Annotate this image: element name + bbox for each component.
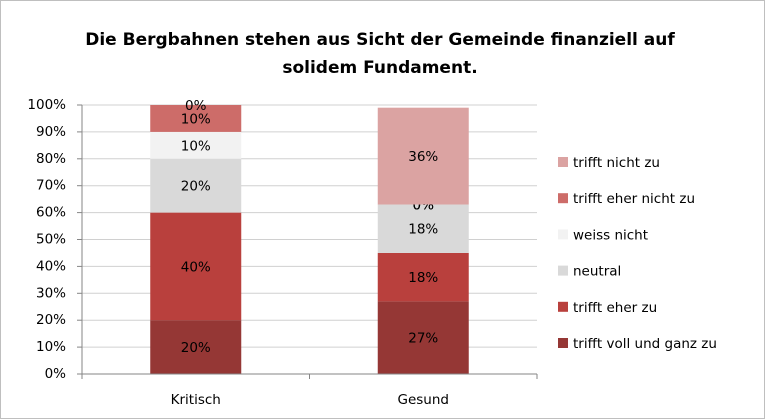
bar-segment bbox=[150, 105, 242, 132]
legend-swatch bbox=[558, 229, 568, 240]
y-tick-label: 50% bbox=[36, 232, 66, 248]
legend-label: trifft eher nicht zu bbox=[573, 191, 695, 207]
y-tick-label: 10% bbox=[36, 339, 66, 355]
data-label: 20% bbox=[181, 340, 211, 356]
legend-swatch bbox=[558, 157, 568, 167]
legend-label: trifft eher zu bbox=[573, 300, 657, 316]
y-tick-label: 0% bbox=[45, 366, 67, 382]
bar-segment bbox=[377, 252, 469, 302]
y-tick-label: 90% bbox=[36, 124, 66, 140]
bar-segment bbox=[150, 212, 242, 321]
legend-swatch bbox=[558, 265, 568, 276]
legend-swatch bbox=[558, 193, 568, 204]
y-tick-label: 20% bbox=[36, 312, 66, 328]
data-label: 20% bbox=[181, 179, 211, 195]
legend-label: weiss nicht bbox=[573, 227, 648, 243]
bar-segment bbox=[150, 131, 242, 159]
bar-segment bbox=[150, 158, 242, 213]
y-tick-label: 40% bbox=[36, 258, 66, 274]
data-label: 10% bbox=[181, 111, 211, 127]
legend-label: trifft nicht zu bbox=[573, 155, 660, 171]
data-label: 27% bbox=[408, 331, 438, 347]
legend-label: neutral bbox=[573, 264, 621, 280]
data-label: 18% bbox=[408, 222, 438, 238]
y-tick-label: 30% bbox=[36, 285, 66, 301]
bar-segment bbox=[377, 204, 469, 253]
x-tick-label: Gesund bbox=[398, 392, 449, 408]
y-tick-label: 100% bbox=[27, 97, 66, 113]
x-tick-label: Kritisch bbox=[171, 392, 221, 408]
data-label: 40% bbox=[181, 259, 211, 275]
y-tick-label: 70% bbox=[36, 178, 66, 194]
bar-segment bbox=[150, 320, 242, 374]
legend-label: trifft voll und ganz zu bbox=[573, 336, 717, 352]
data-label: 0% bbox=[185, 98, 207, 114]
y-tick-label: 80% bbox=[36, 151, 66, 167]
data-label: 18% bbox=[408, 270, 438, 286]
data-label: 36% bbox=[408, 149, 438, 165]
bar-segment bbox=[377, 301, 469, 374]
legend-swatch bbox=[558, 301, 568, 312]
bar-segment bbox=[377, 107, 469, 205]
chart-title: Die Bergbahnen stehen aus Sicht der Geme… bbox=[85, 30, 675, 78]
data-label: 10% bbox=[181, 138, 211, 154]
legend-swatch bbox=[558, 338, 568, 348]
y-tick-label: 60% bbox=[36, 205, 66, 221]
